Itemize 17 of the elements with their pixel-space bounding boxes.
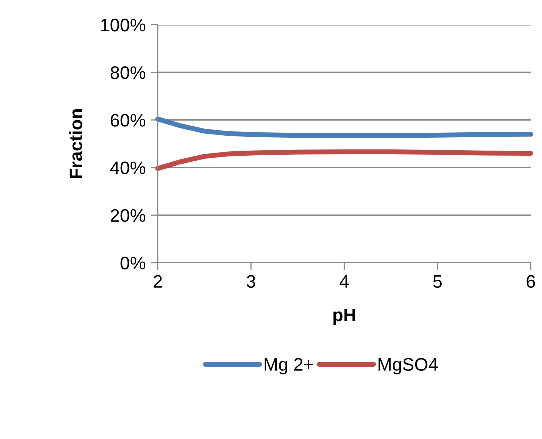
x-axis-title: pH [334, 308, 356, 326]
line-series [156, 150, 534, 172]
line-series [156, 116, 534, 138]
x-tick-label: 5 [433, 275, 442, 288]
x-tick-label: 3 [246, 275, 256, 288]
y-tick-label: 60% [110, 114, 146, 127]
x-tick-label: 6 [526, 275, 536, 288]
y-tick-label: 80% [110, 66, 146, 80]
y-tick-label: 0% [120, 256, 146, 270]
legend-label: Mg 2+ [264, 358, 314, 375]
y-axis-title: Fraction [69, 110, 83, 178]
x-tick-label: 2 [154, 275, 162, 288]
legend-label: MgSO4 [378, 358, 438, 375]
y-tick-label: 100% [101, 18, 146, 32]
y-tick-label: 40% [110, 162, 146, 175]
x-tick-label: 4 [340, 275, 349, 288]
y-tick-label: 20% [110, 209, 146, 222]
